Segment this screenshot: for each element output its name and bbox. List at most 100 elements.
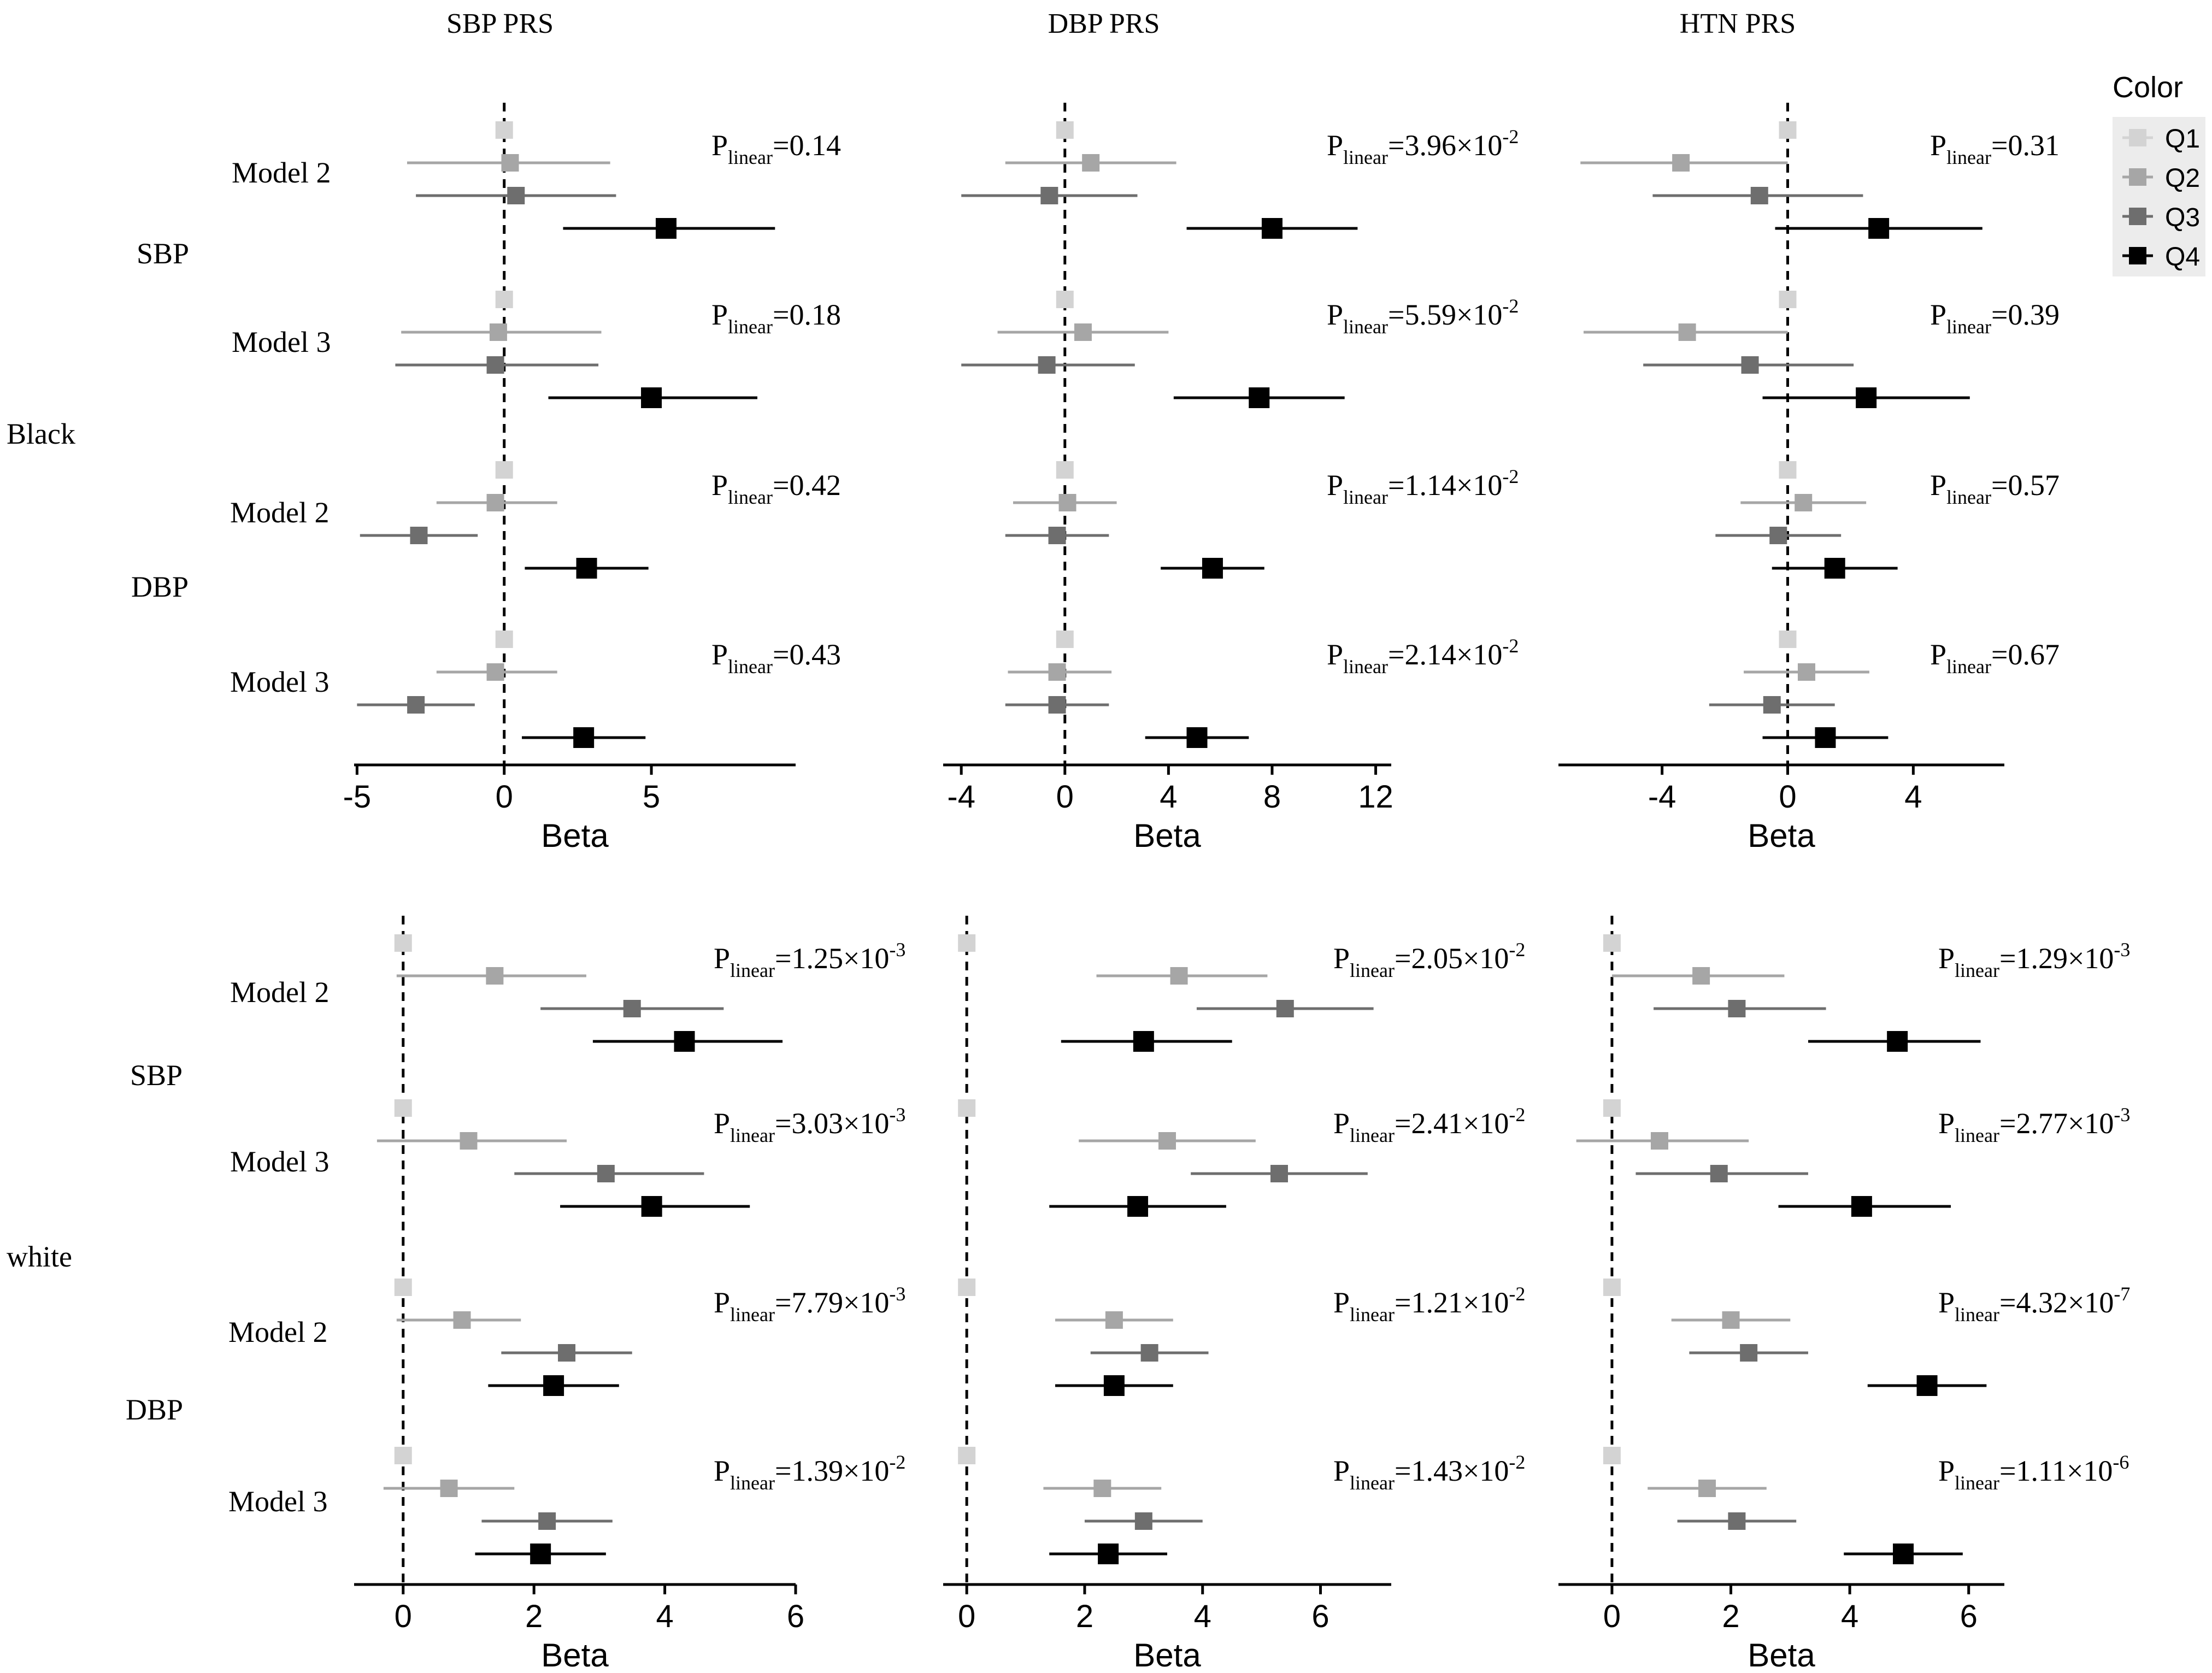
point-estimate-q3: [1048, 696, 1066, 714]
point-estimate-q3: [1750, 187, 1768, 204]
p-linear-annotation: Plinear=1.14×10-2: [1327, 466, 1519, 508]
point-estimate-q3: [538, 1512, 556, 1530]
p-linear-annotation: Plinear=0.14: [711, 129, 841, 168]
point-estimate-q2: [1678, 323, 1696, 341]
point-estimate-q1: [1779, 121, 1797, 139]
p-linear-annotation: Plinear=0.57: [1930, 469, 2060, 508]
point-estimate-q1: [958, 1099, 976, 1117]
point-estimate-q2: [1692, 967, 1710, 985]
outcome-label-dbp-black: DBP: [131, 570, 189, 603]
x-axis-title: Beta: [1748, 1637, 1815, 1673]
outcome-label-sbp-white: SBP: [130, 1059, 183, 1092]
point-estimate-q3: [507, 187, 525, 204]
x-tick-label: -4: [947, 779, 975, 815]
point-estimate-q2: [1797, 663, 1815, 681]
point-estimate-q1: [1056, 631, 1074, 648]
x-tick-label: 6: [787, 1599, 804, 1634]
model-label-black-sbp-model2: Model 2: [232, 156, 331, 189]
legend-key-square-q3: [2129, 208, 2146, 225]
point-estimate-q4: [655, 218, 676, 239]
x-tick-label: 8: [1263, 779, 1281, 815]
point-estimate-q1: [1603, 934, 1621, 952]
x-tick-label: 2: [1722, 1599, 1739, 1634]
legend-label-q1: Q1: [2165, 125, 2200, 154]
point-estimate-q3: [558, 1344, 576, 1362]
point-estimate-q2: [486, 967, 504, 985]
point-estimate-q4: [1815, 727, 1836, 748]
point-estimate-q2: [489, 323, 507, 341]
point-estimate-q1: [1056, 121, 1074, 139]
point-estimate-q4: [530, 1544, 551, 1564]
point-estimate-q2: [1082, 154, 1100, 172]
point-estimate-q2: [1105, 1311, 1123, 1329]
model-label-white-dbp-model3: Model 3: [228, 1485, 328, 1518]
p-linear-annotation: Plinear=2.14×10-2: [1327, 635, 1519, 678]
x-tick-label: 0: [496, 779, 513, 815]
x-tick-label: 4: [1904, 779, 1922, 815]
point-estimate-q1: [1056, 291, 1074, 308]
point-estimate-q2: [1158, 1132, 1176, 1150]
point-estimate-q1: [394, 1099, 412, 1117]
point-estimate-q2: [1058, 494, 1076, 511]
point-estimate-q3: [1710, 1165, 1728, 1182]
panel-black-sbp: -5 0 5 Beta Plinear=0.14 Plinear=0.18 Plinear=…: [343, 103, 841, 854]
legend-label-q4: Q4: [2165, 243, 2200, 272]
model-label-black-sbp-model3: Model 3: [232, 326, 331, 358]
legend-items: Q1 Q2 Q3 Q4: [2122, 125, 2200, 272]
point-estimate-q4: [1098, 1544, 1119, 1564]
point-estimate-q4: [573, 727, 595, 748]
panel-white-htn: 0 2 4 6 Beta Plinear=1.29×10-3 Plinear=2.77×10…: [1558, 916, 2130, 1673]
x-axis-title: Beta: [1748, 817, 1815, 854]
point-estimate-q2: [486, 494, 504, 511]
point-estimate-q4: [1186, 727, 1208, 748]
point-estimate-q1: [1779, 291, 1797, 308]
x-tick-label: 0: [1779, 779, 1796, 815]
point-estimate-q2: [440, 1480, 458, 1497]
point-estimate-q2: [1650, 1132, 1668, 1150]
panel-white-dbp: 0 2 4 6 Beta Plinear=2.05×10-2 Plinear=2.41×10…: [943, 916, 1525, 1673]
model-label-black-dbp-model3: Model 3: [230, 665, 330, 698]
point-estimate-q1: [1779, 461, 1797, 479]
legend-key-square-q4: [2129, 247, 2146, 264]
point-estimate-q1: [1603, 1099, 1621, 1117]
point-estimate-q2: [486, 663, 504, 681]
point-estimate-q2: [501, 154, 519, 172]
p-linear-annotation: Plinear=3.03×10-3: [714, 1104, 905, 1146]
panels-layer: -5 0 5 Beta Plinear=0.14 Plinear=0.18 Plinear=…: [343, 103, 2130, 1673]
x-axis-title: Beta: [1133, 817, 1201, 854]
row-group-label-black: Black: [7, 417, 75, 450]
x-tick-label: -5: [343, 779, 372, 815]
column-title-htn-prs: HTN PRS: [1680, 8, 1796, 39]
point-estimate-q4: [1856, 387, 1877, 408]
p-linear-annotation: Plinear=2.77×10-3: [1938, 1104, 2130, 1146]
point-estimate-q4: [1916, 1375, 1938, 1396]
p-linear-annotation: Plinear=3.96×10-2: [1327, 126, 1519, 168]
point-estimate-q3: [486, 356, 504, 374]
point-estimate-q4: [1249, 387, 1270, 408]
p-linear-annotation: Plinear=0.42: [711, 469, 841, 508]
point-estimate-q3: [1769, 527, 1787, 544]
legend-label-q3: Q3: [2165, 203, 2200, 232]
point-estimate-q1: [394, 934, 412, 952]
point-estimate-q4: [1868, 218, 1890, 239]
point-estimate-q3: [1038, 356, 1056, 374]
point-estimate-q4: [674, 1031, 695, 1052]
x-tick-label: 2: [525, 1599, 543, 1634]
point-estimate-q4: [1851, 1196, 1872, 1217]
point-estimate-q2: [460, 1132, 478, 1150]
point-estimate-q1: [958, 934, 976, 952]
p-linear-annotation: Plinear=1.43×10-2: [1333, 1451, 1525, 1494]
p-linear-annotation: Plinear=1.21×10-2: [1333, 1283, 1525, 1326]
x-tick-label: 5: [643, 779, 660, 815]
point-estimate-q2: [1795, 494, 1813, 511]
legend-key-square-q2: [2129, 168, 2146, 186]
legend-key-background: [2113, 117, 2205, 276]
x-axis-title: Beta: [541, 817, 609, 854]
point-estimate-q3: [1728, 1512, 1746, 1530]
point-estimate-q1: [394, 1447, 412, 1464]
point-estimate-q1: [958, 1279, 976, 1296]
point-estimate-q1: [495, 291, 513, 308]
legend-title: Color: [2113, 71, 2183, 104]
x-tick-label: 0: [1056, 779, 1074, 815]
